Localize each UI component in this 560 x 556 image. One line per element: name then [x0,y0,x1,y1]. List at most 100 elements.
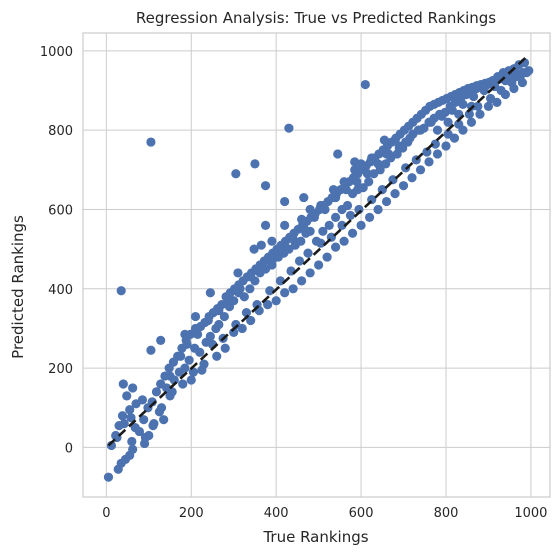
data-point [151,387,162,397]
data-point [119,419,129,429]
data-point [524,66,534,76]
data-point [496,85,506,96]
data-point [128,383,138,393]
data-point [507,77,517,88]
data-point [256,240,266,250]
reference-line [107,55,528,447]
data-point [249,244,259,254]
data-point [458,99,468,109]
data-point [126,413,136,423]
data-point [350,157,360,167]
data-point [260,181,271,191]
data-point [122,391,132,401]
data-point [299,192,309,203]
data-point [180,363,190,373]
data-point [127,436,137,447]
data-point [156,403,167,413]
data-point [116,286,126,296]
y-tick-label: 400 [48,283,73,298]
data-point [118,379,128,389]
data-point [231,169,241,179]
data-point [303,248,313,258]
data-point [212,351,222,361]
data-point [137,395,148,405]
data-point [117,411,128,421]
data-point [381,149,392,159]
data-point [167,387,177,397]
data-point [422,147,432,157]
data-point [468,91,479,102]
data-point [342,200,353,211]
data-point [148,421,158,431]
data-point [139,438,150,449]
data-point [231,319,241,330]
data-point [250,159,260,169]
data-point [390,189,400,199]
data-point [214,319,224,330]
grid [83,33,550,497]
data-point [473,101,483,111]
data-point [331,212,341,223]
data-point [430,139,440,149]
data-point [219,311,229,322]
plot-frame [82,32,551,498]
data-point [220,343,230,353]
data-point [178,379,188,389]
x-axis-label: True Rankings [262,528,368,546]
data-point [205,288,215,298]
data-point [432,149,443,159]
data-point [316,238,326,248]
y-tick-label: 1000 [40,45,73,60]
data-point [241,307,252,318]
data-point [139,415,149,425]
data-point [328,185,339,195]
data-point [322,252,332,262]
x-tick-label: 0 [102,506,110,521]
x-tick-label: 200 [179,506,204,521]
data-point [246,315,256,326]
data-point [233,268,243,278]
data-point [314,260,324,270]
data-point [146,137,156,147]
data-point [280,288,290,298]
data-point [426,117,436,127]
data-point [159,415,169,425]
data-point [103,472,114,482]
data-point [324,220,334,230]
data-point [443,117,453,127]
y-tick-label: 600 [48,203,73,218]
data-point [245,284,255,294]
data-point [180,329,190,340]
data-point [297,276,307,286]
data-point [267,236,277,246]
data-point [263,300,273,310]
data-point [432,125,443,135]
data-point [515,72,525,82]
x-tick-label: 400 [264,506,289,521]
data-point [333,149,343,159]
data-point [296,236,306,246]
data-point [184,355,194,365]
data-point [146,345,156,355]
x-tick-label: 1000 [514,506,547,521]
data-point [195,347,205,357]
data-point [280,220,290,230]
data-point [217,300,227,310]
data-point [177,343,187,353]
data-point [485,93,496,104]
data-point [186,375,196,385]
data-point [443,129,453,139]
data-point [297,214,307,224]
data-point [364,177,374,187]
data-point [358,183,368,193]
chart-title: Regression Analysis: True vs Predicted R… [136,9,496,27]
data-point [156,379,166,389]
data-point [394,143,404,153]
data-point [401,137,411,147]
y-axis-label: Predicted Rankings [9,215,27,359]
data-point [339,236,349,246]
data-point [265,286,275,296]
data-point [188,367,198,377]
data-point [347,228,358,238]
